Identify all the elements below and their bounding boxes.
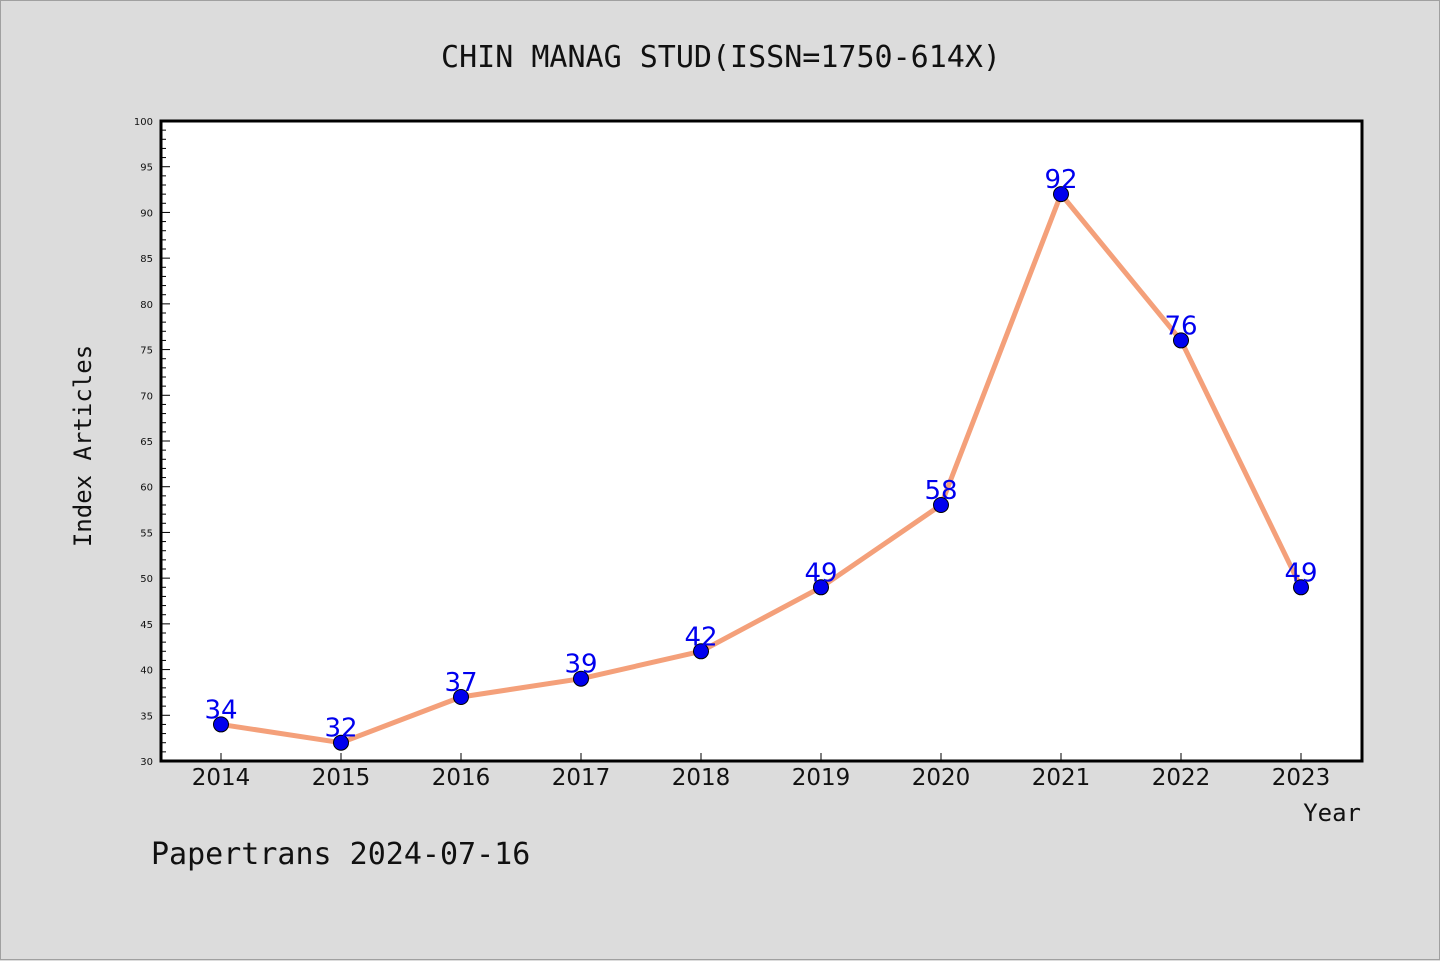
data-label: 58	[924, 476, 957, 506]
x-tick-label: 2023	[1272, 765, 1331, 791]
data-label: 32	[324, 714, 357, 744]
data-point	[1173, 332, 1189, 349]
footer-credit: Papertrans 2024-07-16	[151, 837, 530, 872]
x-tick-label: 2016	[432, 765, 491, 791]
data-label: 76	[1164, 311, 1197, 341]
chart-title: CHIN MANAG STUD(ISSN=1750-614X)	[441, 40, 1001, 75]
data-label: 37	[444, 668, 477, 698]
x-tick-label: 2014	[192, 765, 251, 791]
y-tick-label: 85	[140, 254, 153, 265]
x-tick-label: 2019	[792, 765, 851, 791]
plot-area	[159, 119, 1364, 763]
data-labels-group: 34 32 37 39 42 49 58 92 76 49	[204, 165, 1317, 744]
data-point	[1293, 579, 1309, 596]
data-point	[453, 689, 469, 705]
x-axis: 2014 2015 2016 2017 2018 2019 2020 2021 2022 2023	[192, 753, 1331, 791]
y-tick-label: 65	[140, 437, 153, 448]
data-label: 34	[204, 695, 237, 725]
data-label: 39	[564, 650, 597, 680]
y-axis: 30 35 40 45 50 55 60 65 70 75 80 85 90 95 100	[134, 117, 170, 768]
data-point	[693, 643, 709, 660]
data-label: 49	[1284, 558, 1317, 588]
data-label: 49	[804, 558, 837, 588]
data-point	[1053, 186, 1069, 203]
y-tick-label: 35	[140, 711, 153, 722]
x-tick-label: 2018	[672, 765, 731, 791]
data-point	[333, 734, 349, 751]
y-tick-label: 45	[140, 620, 153, 631]
series-group	[213, 186, 1309, 751]
x-tick-label: 2017	[552, 765, 611, 791]
data-point	[213, 716, 229, 733]
y-tick-label: 55	[140, 528, 153, 539]
x-axis-title: Year	[1303, 799, 1361, 827]
y-axis-title: Index Articles	[69, 345, 97, 547]
y-tick-label: 60	[140, 483, 153, 494]
data-label: 42	[684, 622, 717, 652]
data-point	[573, 670, 589, 687]
y-tick-label: 95	[140, 163, 153, 174]
y-tick-label: 70	[140, 391, 153, 402]
y-tick-label: 40	[140, 666, 153, 677]
data-label: 92	[1044, 165, 1077, 195]
data-point	[933, 497, 949, 513]
y-tick-label: 80	[140, 300, 153, 311]
x-tick-label: 2015	[312, 765, 371, 791]
y-tick-label: 30	[140, 757, 153, 768]
data-point	[813, 579, 829, 596]
y-tick-label: 75	[140, 346, 153, 357]
series-line	[218, 191, 1304, 746]
y-tick-label: 50	[140, 574, 153, 585]
y-tick-label: 90	[140, 208, 153, 219]
x-tick-label: 2021	[1032, 765, 1091, 791]
y-tick-label: 100	[134, 117, 153, 128]
x-tick-label: 2020	[912, 765, 971, 791]
x-tick-label: 2022	[1152, 765, 1211, 791]
